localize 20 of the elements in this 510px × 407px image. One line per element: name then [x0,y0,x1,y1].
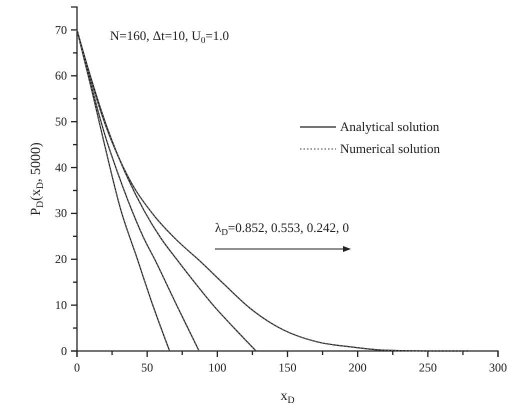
y-tick-label: 70 [55,22,67,37]
legend-label: Numerical solution [340,141,441,156]
y-tick-label: 60 [55,68,67,83]
y-tick-label: 10 [55,298,67,312]
legend-label: Analytical solution [340,119,440,134]
x-tick-label: 50 [141,360,154,375]
y-tick-label: 40 [55,160,67,174]
x-tick-label: 300 [489,360,507,375]
x-tick-label: 150 [278,360,296,375]
annotation: N=160, Δt=10, U$_{0}$=1.0 [110,28,230,45]
x-axis-title: x$_{D}$ [280,389,295,406]
x-tick-label: 0 [74,360,80,375]
x-tick-label: 200 [348,360,367,375]
annotation: λ$_{D}$=0.852, 0.553, 0.242, 0 [215,220,349,237]
x-tick-label: 250 [418,360,437,375]
y-tick-label: 50 [55,114,67,129]
y-tick-label: 0 [61,344,67,358]
y-tick-label: 30 [55,206,67,220]
x-tick-label: 100 [208,360,226,375]
y-tick-label: 20 [55,252,67,266]
